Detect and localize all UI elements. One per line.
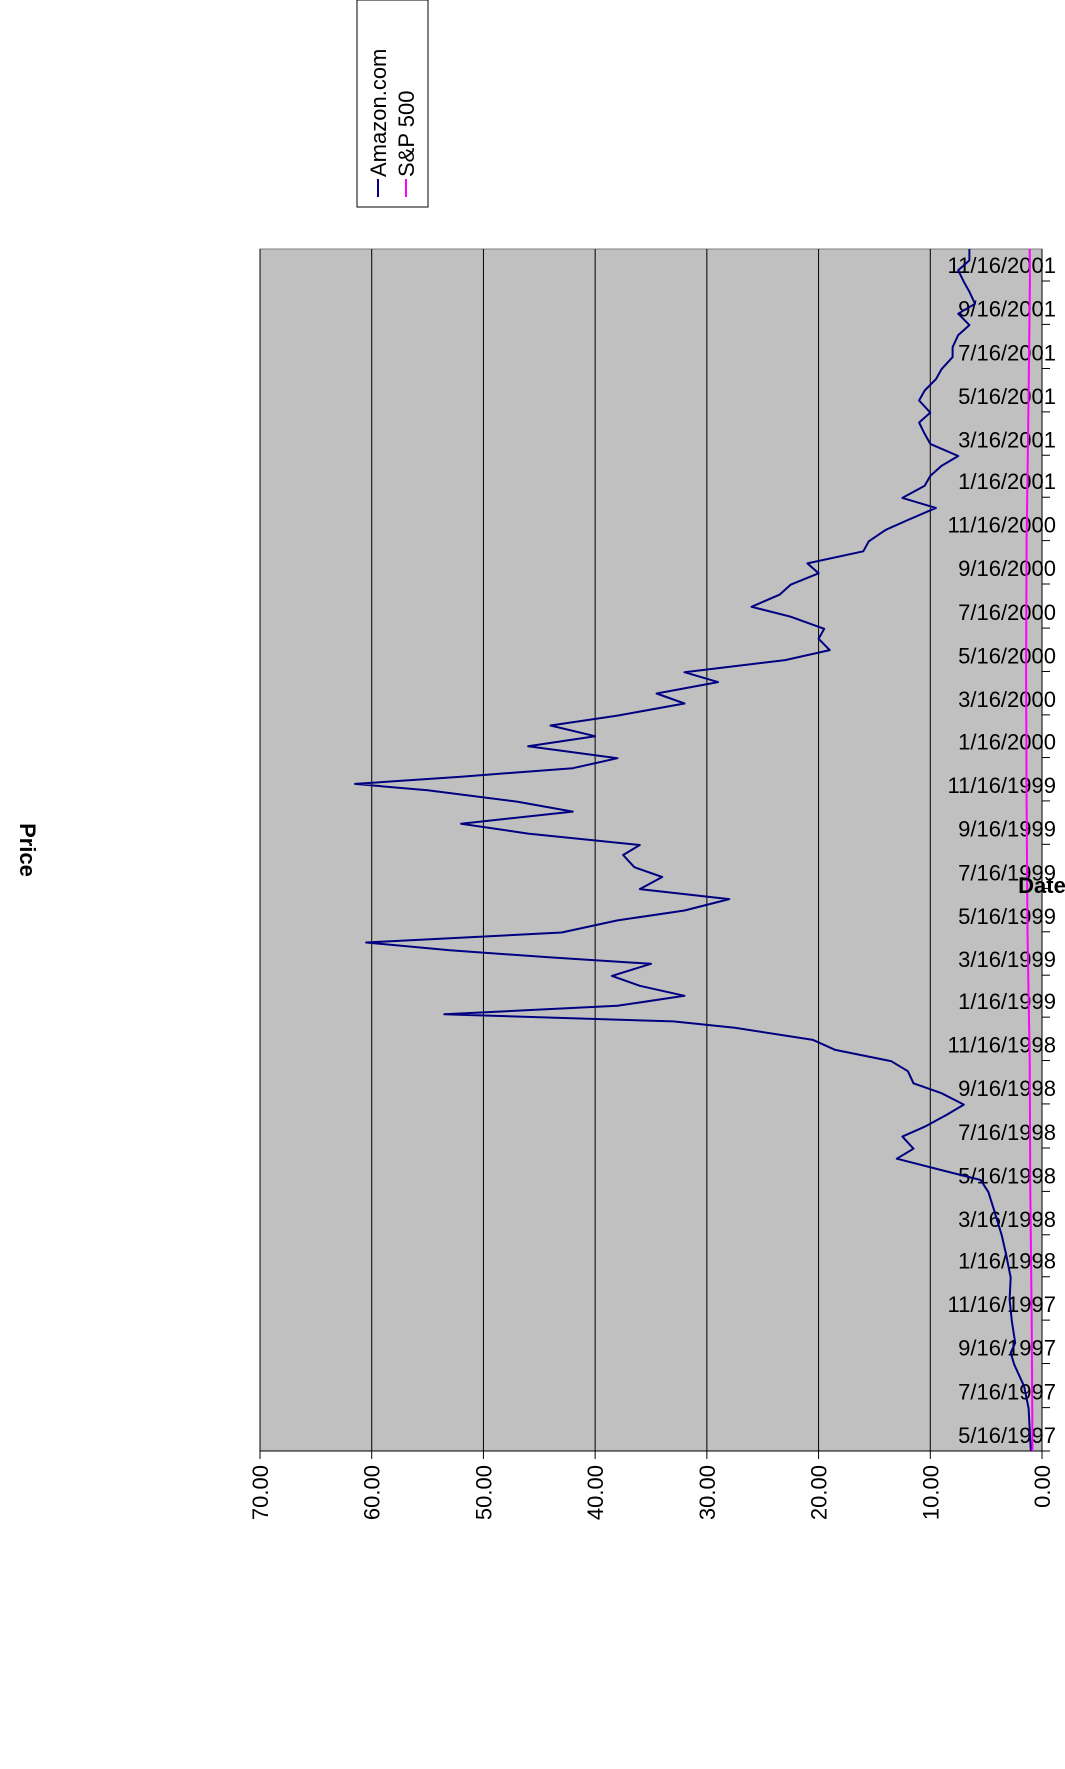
y-tick-label: 20.00 [807,1465,832,1520]
legend-label-sp500: S&P 500 [394,91,419,177]
y-axis-title: Price [15,823,40,877]
series-layer [354,248,1034,1452]
x-tick-label: 9/16/1998 [958,1076,1056,1101]
x-axis-ticks: 5/16/1997 7/16/1997 9/16/1997 11/16/1997 1/1… [948,249,1056,1452]
series-line-amazon [354,249,1032,1452]
x-tick-label: 11/16/1999 [948,773,1056,798]
x-tick-label: 3/16/2000 [958,687,1056,712]
x-tick-label: 3/16/2001 [958,427,1056,452]
plot-area [259,248,1043,1452]
legend-box [356,0,429,208]
x-tick-label: 11/16/1998 [948,1033,1056,1058]
x-tick-label: 11/16/2001 [948,253,1056,278]
x-tick-label: 9/16/2000 [958,556,1056,581]
x-axis-title: Date [1018,873,1065,898]
x-tick-label: 7/16/1997 [958,1380,1056,1405]
x-tick-label: 7/16/2001 [958,340,1056,365]
y-tick-label: 0.00 [1030,1465,1055,1508]
y-tick-label: 70.00 [248,1465,273,1520]
legend-label-amazon: Amazon.com [366,49,391,177]
legend: Amazon.com S&P 500 [356,0,429,208]
x-tick-label: 7/16/1999 [958,860,1056,885]
y-tick-label: 60.00 [360,1465,385,1520]
x-tick-label: 5/16/2000 [958,643,1056,668]
y-tick-label: 50.00 [471,1465,496,1520]
x-tick-label: 11/16/1997 [948,1292,1056,1317]
x-tick-label: 5/16/2001 [958,384,1056,409]
x-tick-label: 9/16/1999 [958,816,1056,841]
x-tick-label: 9/16/1997 [958,1336,1056,1361]
gridlines [259,249,931,1451]
x-tick-label: 1/16/2001 [958,469,1056,494]
x-tick-label: 5/16/1997 [958,1423,1056,1448]
x-tick-label: 5/16/1998 [958,1163,1056,1188]
x-tick-label: 1/16/1999 [958,989,1056,1014]
series-line-sp500 [1025,248,1034,1452]
y-tick-label: 30.00 [695,1465,720,1520]
y-tick-label: 10.00 [918,1465,943,1520]
x-tick-label: 3/16/1999 [958,947,1056,972]
y-axis-ticks: 70.00 60.00 50.00 40.00 30.00 20.00 10.00 0.00 [248,1450,1055,1520]
x-tick-label: 7/16/1998 [958,1120,1056,1145]
x-tick-label: 3/16/1998 [958,1207,1056,1232]
x-tick-label: 11/16/2000 [948,513,1056,538]
x-tick-label: 1/16/2000 [958,730,1056,755]
y-tick-label: 40.00 [583,1465,608,1520]
x-tick-label: 5/16/1999 [958,904,1056,929]
x-tick-label: 7/16/2000 [958,600,1056,625]
